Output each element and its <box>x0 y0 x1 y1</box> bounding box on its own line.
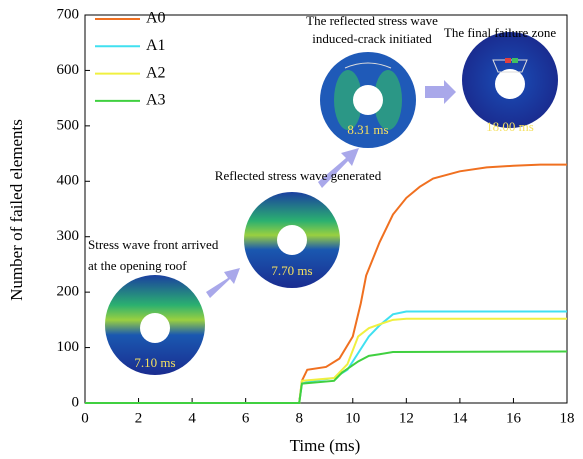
y-axis-label: Number of failed elements <box>7 119 26 301</box>
legend-label: A1 <box>146 37 166 54</box>
series-line <box>85 163 567 404</box>
legend-label: A3 <box>146 92 166 109</box>
x-tick-label: 10 <box>345 410 360 426</box>
time-label: 7.10 ms <box>134 355 175 370</box>
arrows <box>206 80 456 298</box>
legend-label: A0 <box>146 10 166 27</box>
y-tick-label: 100 <box>57 339 80 355</box>
plot-frame <box>84 14 568 404</box>
y-tick-label: 200 <box>57 284 80 300</box>
y-tick-label: 700 <box>57 6 80 22</box>
annotation: The final failure zone <box>444 25 556 40</box>
annotation: The reflected stress wave <box>306 13 438 28</box>
x-axis-label: Time (ms) <box>290 436 361 455</box>
series-line <box>85 350 568 404</box>
annotation: Stress wave front arrived <box>88 237 219 252</box>
x-tick-label: 12 <box>399 410 414 426</box>
time-label: 18.00 ms <box>486 119 534 134</box>
y-tick-label: 300 <box>57 228 80 244</box>
x-tick-label: 0 <box>81 410 89 426</box>
y-tick-label: 500 <box>57 117 80 133</box>
y-tick-label: 400 <box>57 173 80 189</box>
legend-label: A2 <box>146 64 166 81</box>
annotation: at the opening roof <box>88 258 187 273</box>
x-tick-label: 2 <box>135 410 143 426</box>
annotation: induced-crack initiated <box>312 31 432 46</box>
x-tick-label: 8 <box>295 410 303 426</box>
x-tick-label: 16 <box>506 410 522 426</box>
x-tick-label: 14 <box>452 410 468 426</box>
x-tick-label: 4 <box>188 410 196 426</box>
y-tick-label: 600 <box>57 62 80 78</box>
annotation: Reflected stress wave generated <box>215 168 382 183</box>
x-tick-label: 18 <box>560 410 575 426</box>
simulation-images <box>105 32 558 375</box>
time-label: 7.70 ms <box>271 263 312 278</box>
y-tick-label: 0 <box>72 394 80 410</box>
x-tick-label: 6 <box>242 410 250 426</box>
time-label: 8.31 ms <box>347 122 388 137</box>
